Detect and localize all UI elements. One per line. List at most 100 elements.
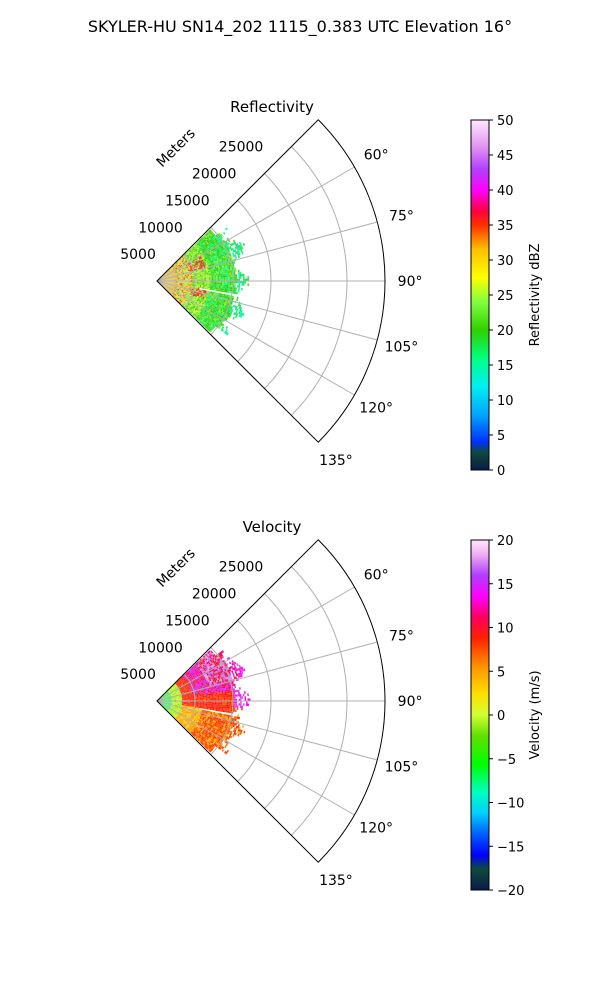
reflectivity-pixel [220, 264, 223, 267]
reflectivity-pixel [198, 282, 201, 284]
velocity-pixel [191, 673, 193, 676]
velocity-pixel [191, 676, 194, 679]
velocity-pixel [185, 703, 187, 705]
reflectivity-pixel [186, 269, 188, 271]
velocity-pixel [202, 707, 205, 709]
velocity-pixel [198, 720, 200, 723]
reflectivity-pixel [219, 293, 222, 296]
reflectivity-pixel [181, 275, 184, 277]
reflectivity-pixel [177, 270, 179, 273]
velocity-pixel [178, 704, 181, 705]
reflectivity-pixel [181, 301, 184, 304]
reflectivity-pixel [210, 285, 212, 288]
velocity-pixel [162, 703, 164, 704]
velocity-pixel [164, 696, 167, 698]
reflectivity-pixel [207, 318, 210, 321]
reflectivity-pixel [180, 296, 182, 298]
reflectivity-pixel [200, 315, 203, 318]
reflectivity-pixel [218, 321, 221, 324]
reflectivity-pixel [227, 264, 230, 268]
reflectivity-pixel [190, 311, 193, 314]
reflectivity-pixel [204, 312, 207, 315]
reflectivity-pixel [219, 306, 222, 309]
reflectivity-pixel [185, 286, 188, 288]
reflectivity-pixel [178, 273, 180, 275]
reflectivity-colorbar-tick-label: 35 [497, 219, 514, 234]
reflectivity-pixel [161, 284, 163, 286]
reflectivity-pixel [196, 271, 198, 274]
velocity-pixel [187, 684, 190, 687]
reflectivity-pixel [186, 309, 189, 311]
velocity-pixel [161, 704, 163, 706]
reflectivity-pixel [192, 265, 195, 268]
reflectivity-pixel [224, 253, 227, 256]
velocity-pixel [171, 707, 174, 709]
velocity-pixel [188, 687, 191, 690]
reflectivity-pixel [190, 307, 193, 310]
reflectivity-pixel [196, 308, 199, 311]
velocity-pixel [180, 709, 183, 712]
reflectivity-pixel [205, 235, 208, 239]
velocity-pixel [196, 695, 199, 697]
reflectivity-pixel [171, 269, 173, 271]
reflectivity-pixel [184, 290, 187, 292]
reflectivity-pixel [167, 278, 169, 280]
reflectivity-pixel [201, 318, 205, 321]
reflectivity-pixel [234, 276, 236, 279]
reflectivity-pixel [200, 289, 203, 292]
reflectivity-pixel [175, 271, 178, 273]
velocity-pixel [181, 710, 184, 712]
reflectivity-pixel [216, 236, 220, 239]
reflectivity-pixel [216, 238, 220, 242]
velocity-pixel [190, 706, 193, 708]
velocity-pixel [179, 719, 182, 722]
velocity-pixel [183, 699, 186, 701]
velocity-pixel [196, 673, 199, 676]
velocity-pixel [185, 679, 188, 681]
reflectivity-pixel [192, 262, 195, 264]
reflectivity-pixel [199, 252, 202, 255]
reflectivity-pixel [170, 274, 173, 276]
reflectivity-pixel [175, 298, 177, 300]
velocity-pixel [170, 698, 172, 700]
reflectivity-pixel [227, 269, 230, 272]
reflectivity-pixel [174, 271, 176, 273]
reflectivity-pixel [201, 314, 204, 317]
reflectivity-pixel [178, 294, 180, 296]
reflectivity-pixel [228, 277, 230, 280]
velocity-pixel [194, 692, 197, 694]
velocity-pixel [189, 673, 192, 676]
reflectivity-pixel [229, 284, 232, 288]
velocity-pixel [167, 702, 169, 704]
reflectivity-pixel [188, 288, 191, 290]
velocity-pixel [170, 703, 172, 705]
velocity-pixel [182, 712, 185, 714]
reflectivity-pixel [207, 254, 210, 258]
reflectivity-pixel [168, 290, 170, 292]
reflectivity-pixel [177, 279, 180, 281]
velocity-pixel [196, 693, 198, 695]
velocity-pixel [169, 706, 171, 708]
reflectivity-pixel [176, 291, 179, 293]
reflectivity-pixel [177, 283, 180, 285]
reflectivity-pixel [225, 294, 227, 297]
reflectivity-pixel [211, 244, 214, 247]
reflectivity-pixel [210, 243, 214, 246]
reflectivity-pixel [224, 290, 227, 293]
reflectivity-angle-tick-label: 120° [359, 401, 393, 417]
reflectivity-pixel [220, 260, 223, 263]
velocity-pixel [182, 681, 184, 684]
reflectivity-pixel [170, 286, 173, 288]
reflectivity-pixel [222, 260, 225, 263]
velocity-pixel [190, 727, 193, 730]
velocity-pixel [183, 687, 186, 690]
velocity-pixel [182, 703, 184, 704]
velocity-pixel [196, 721, 199, 723]
reflectivity-pixel [214, 249, 217, 252]
reflectivity-pixel [168, 268, 171, 270]
reflectivity-pixel [224, 243, 228, 247]
reflectivity-pixel [211, 274, 214, 277]
reflectivity-pixel [210, 230, 214, 234]
reflectivity-pixel [173, 272, 175, 274]
reflectivity-pixel [175, 289, 178, 292]
